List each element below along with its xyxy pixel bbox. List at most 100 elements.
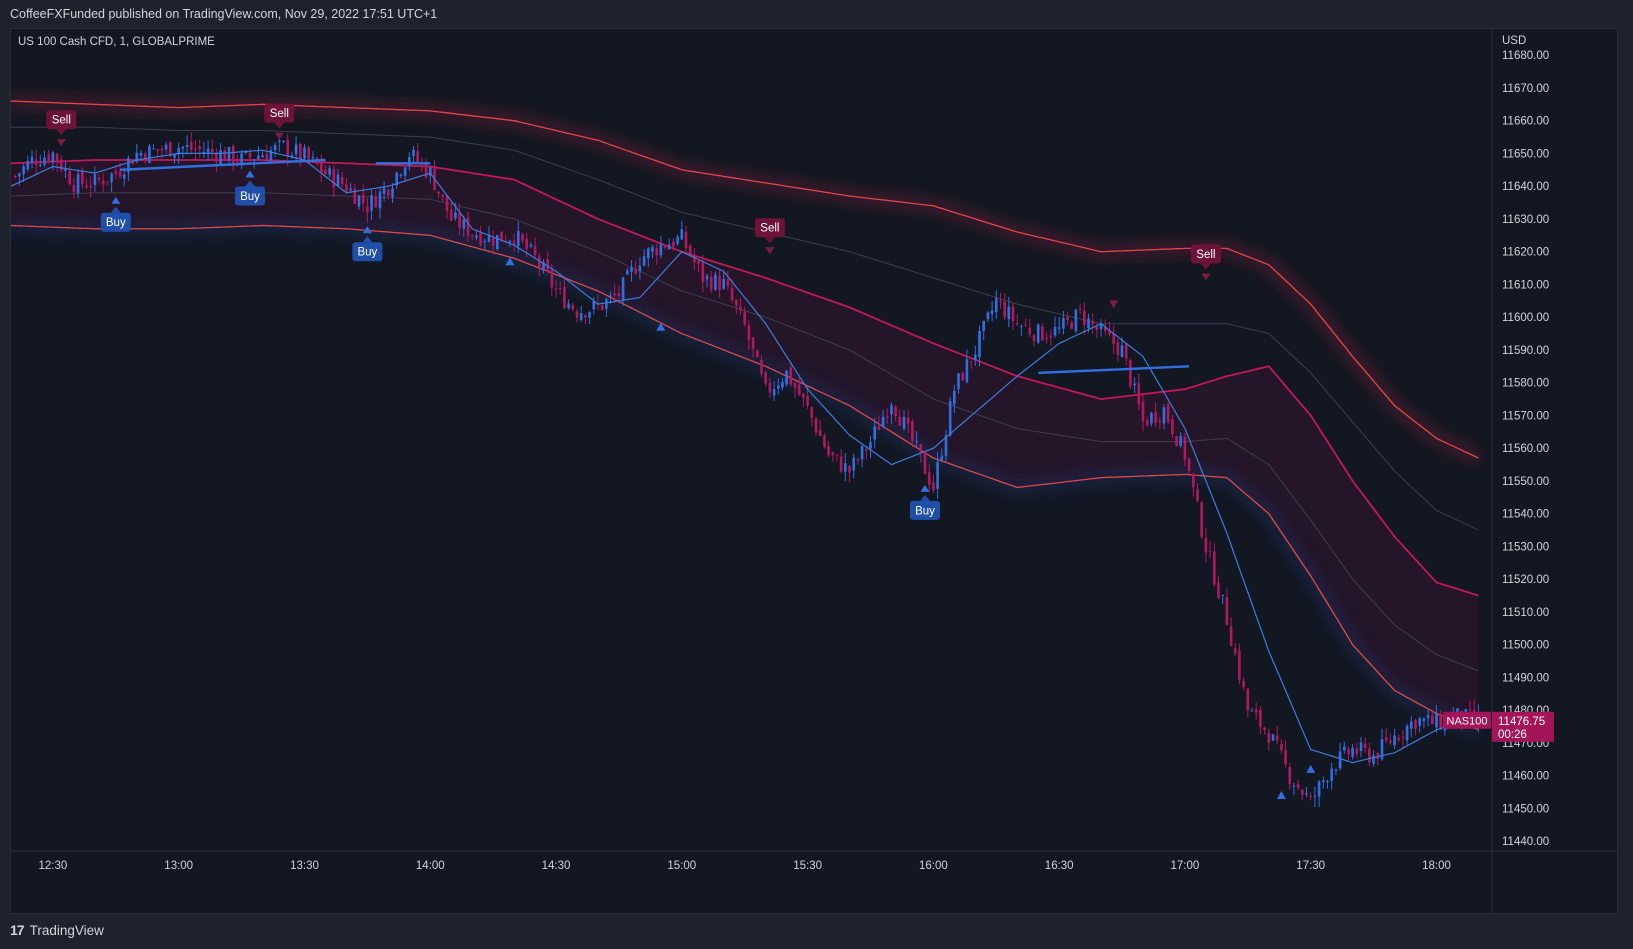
sell-marker-icon [765,247,775,255]
candle-down [345,184,348,192]
candle-down [554,288,558,290]
candle-up [873,426,876,440]
candle-up [311,156,315,158]
basis-band-line [11,159,1479,597]
candle-down [1254,709,1258,713]
buy-marker-icon [245,170,255,178]
candle-up [328,168,331,176]
candle-down [332,169,336,188]
time-tick-label: 13:00 [164,860,193,872]
currency-label: USD [1502,35,1526,47]
candle-down [1246,688,1250,711]
buy-signal[interactable]: Buy [235,170,265,206]
candle-up [902,417,906,429]
candle-down [114,170,118,174]
plot-area[interactable]: Sell Sell Buy Buy Buy Sell Buy Sell [11,93,1484,807]
sell-signal[interactable]: Sell [1190,244,1221,281]
candle-up [940,456,944,461]
candle-up [294,144,298,155]
candle-up [986,312,990,320]
candle-down [47,154,50,162]
candle-down [1439,715,1442,729]
time-axis[interactable]: 12:30 13:00 13:30 14:00 14:30 15:00 15:30 16:00… [11,850,1617,872]
candle-down [932,482,935,491]
symbol-price-tag[interactable]: NAS100 [1443,711,1491,729]
candle-up [1271,734,1275,741]
candle-up [667,244,671,250]
price-tick-label: 11530.00 [1502,541,1549,553]
candle-down [969,361,973,363]
candle-up [1405,725,1409,741]
buy-signal[interactable]: Buy [910,484,940,520]
candle-down [131,161,134,164]
price-axis[interactable]: 11680.00 11670.00 11660.00 11650.00 11640.00… [1443,29,1554,913]
candle-down [1145,420,1149,426]
sell-marker-icon [56,139,66,147]
candle-down [1166,404,1170,422]
candle-up [429,167,432,176]
sell-signal[interactable]: Sell [264,103,295,140]
candle-down [764,372,767,384]
candle-down [286,139,289,157]
candle-up [1435,713,1438,728]
candle-up [1179,436,1182,446]
candle-up [177,148,180,155]
candle-up [529,244,533,247]
candle-down [236,160,239,163]
candle-up [290,155,294,157]
candle-up [1330,768,1333,782]
candle-up [1343,746,1346,751]
candle-down [118,172,122,177]
buy-signal[interactable]: Buy [100,196,131,232]
candle-up [278,140,281,142]
candle-down [1363,743,1367,748]
sell-signal[interactable]: Sell [754,218,785,255]
candle-up [890,405,893,415]
candle-down [1066,316,1069,320]
candle-down [1401,737,1405,738]
candles [13,132,1484,807]
candle-down [1368,748,1371,763]
chart-panel[interactable]: Sell Sell Buy Buy Buy Sell Buy Sell 11680.00 116… [10,28,1618,914]
candle-up [18,173,21,177]
candle-up [76,174,80,193]
lower-outer-band-line [11,224,1479,731]
candle-up [378,191,382,209]
candle-up [1221,594,1224,596]
candle-up [408,157,411,166]
candle-down [97,177,101,180]
buy-signal[interactable]: Buy [352,226,383,262]
upper-mid-band-line [11,126,1479,531]
candle-down [424,163,428,177]
sell-signal[interactable]: Sell [46,110,77,147]
candle-up [1087,318,1090,329]
candle-down [479,232,482,245]
candle-up [852,457,855,471]
tradingview-logo[interactable]: 17 TradingView [10,920,104,940]
candle-up [391,188,394,198]
candle-down [265,153,269,160]
candle-up [382,188,386,194]
candle-down [546,259,549,272]
candle-down [655,248,658,256]
candle-down [575,311,579,318]
candle-down [449,209,453,221]
candle-down [684,231,688,248]
candle-up [164,144,168,150]
candle-down [1275,735,1279,741]
candle-down [169,142,172,157]
candle-down [210,148,214,153]
candle-up [127,158,130,173]
price-tick-label: 11600.00 [1502,312,1549,324]
candlestick-chart[interactable]: Sell Sell Buy Buy Buy Sell Buy Sell 11680.00116… [11,29,1617,913]
signal-label: Sell [270,108,289,120]
candle-down [1263,727,1266,730]
candle-up [948,401,952,436]
candle-down [793,383,797,388]
candle-down [521,234,524,241]
time-tick-label: 16:00 [919,860,948,872]
candle-down [340,177,344,185]
candle-down [1397,737,1401,740]
candle-up [1393,735,1396,746]
